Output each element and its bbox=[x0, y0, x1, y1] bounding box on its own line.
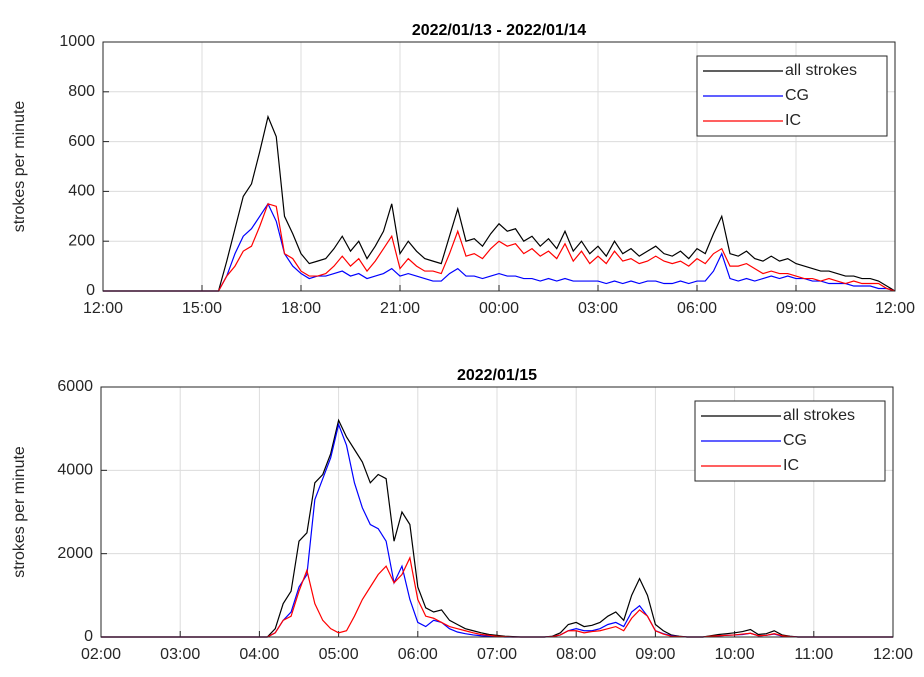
series-line bbox=[103, 202, 896, 292]
y-tick-label: 4000 bbox=[57, 462, 93, 479]
x-tick-label: 12:00 bbox=[83, 300, 123, 317]
x-tick-label: 08:00 bbox=[556, 646, 596, 663]
y-tick-label: 800 bbox=[68, 83, 95, 100]
x-tick-label: 06:00 bbox=[398, 646, 438, 663]
axes-box bbox=[102, 41, 896, 292]
chart-title: 2022/01/13 - 2022/01/14 bbox=[412, 22, 586, 39]
legend-label: CG bbox=[785, 87, 809, 104]
x-tick-label: 18:00 bbox=[281, 300, 321, 317]
x-tick-label: 10:00 bbox=[715, 646, 755, 663]
legend-label: all strokes bbox=[785, 62, 857, 79]
series-line bbox=[103, 203, 896, 292]
chart-title: 2022/01/15 bbox=[457, 367, 537, 384]
y-axis-label: strokes per minute bbox=[11, 446, 28, 578]
x-tick-label: 11:00 bbox=[794, 646, 833, 663]
y-tick-label: 200 bbox=[68, 232, 95, 249]
x-tick-label: 09:00 bbox=[776, 300, 816, 317]
axes-box bbox=[100, 386, 894, 638]
legend-label: CG bbox=[783, 432, 807, 449]
x-tick-label: 07:00 bbox=[477, 646, 517, 663]
legend: all strokes CG IC bbox=[696, 55, 888, 137]
y-tick-label: 2000 bbox=[57, 545, 93, 562]
x-tick-label: 03:00 bbox=[160, 646, 200, 663]
y-tick-label: 0 bbox=[86, 282, 95, 299]
series-line bbox=[103, 114, 896, 292]
x-tick-label: 15:00 bbox=[182, 300, 222, 317]
y-tick-label: 400 bbox=[68, 183, 95, 200]
legend: all strokes CG IC bbox=[694, 400, 886, 482]
x-tick-label: 04:00 bbox=[239, 646, 279, 663]
y-tick-label: 6000 bbox=[57, 378, 93, 395]
x-tick-label: 21:00 bbox=[380, 300, 420, 317]
x-tick-label: 12:00 bbox=[873, 646, 913, 663]
x-tick-label: 00:00 bbox=[479, 300, 519, 317]
y-tick-label: 0 bbox=[84, 628, 93, 645]
x-tick-label: 05:00 bbox=[319, 646, 359, 663]
legend-label: all strokes bbox=[783, 407, 855, 424]
x-tick-label: 06:00 bbox=[677, 300, 717, 317]
x-tick-label: 02:00 bbox=[81, 646, 121, 663]
x-tick-label: 12:00 bbox=[875, 300, 915, 317]
y-axis-label: strokes per minute bbox=[11, 101, 28, 233]
legend-label: IC bbox=[783, 457, 799, 474]
legend-label: IC bbox=[785, 112, 801, 129]
x-tick-label: 03:00 bbox=[578, 300, 618, 317]
y-tick-label: 1000 bbox=[59, 33, 95, 50]
y-tick-label: 600 bbox=[68, 133, 95, 150]
x-tick-label: 09:00 bbox=[635, 646, 675, 663]
